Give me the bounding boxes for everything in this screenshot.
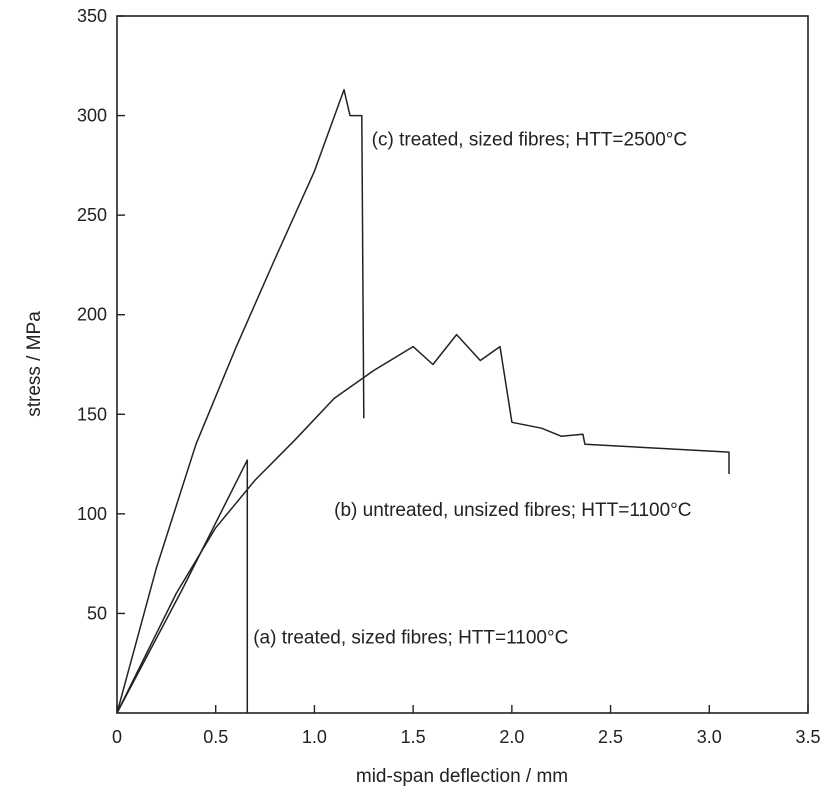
x-tick-label: 1.0: [302, 727, 327, 747]
y-tick-label: 250: [77, 205, 107, 225]
annotation-c: (c) treated, sized fibres; HTT=2500°C: [372, 129, 687, 150]
plot-frame: [116, 15, 809, 714]
x-tick-label: 0: [112, 727, 122, 747]
y-tick-label: 200: [77, 305, 107, 325]
annotation-b: (b) untreated, unsized fibres; HTT=1100°…: [334, 500, 691, 521]
y-tick-label: 150: [77, 404, 107, 424]
y-axis-ticks: 50 100 150 200 250 300 350: [77, 6, 125, 623]
annotation-a: (a) treated, sized fibres; HTT=1100°C: [253, 627, 568, 648]
x-tick-label: 2.5: [598, 727, 623, 747]
x-axis-ticks: 0 0.5 1.0 1.5 2.0 2.5 3.0 3.5: [112, 705, 821, 747]
y-tick-label: 300: [77, 106, 107, 126]
y-tick-label: 50: [87, 603, 107, 623]
series-layer: [116, 88, 730, 714]
series-a-line: [116, 459, 249, 714]
x-tick-label: 3.0: [697, 727, 722, 747]
x-axis-title: mid-span deflection / mm: [356, 766, 568, 787]
x-tick-label: 2.0: [499, 727, 524, 747]
x-tick-label: 3.5: [795, 727, 820, 747]
x-tick-label: 1.5: [401, 727, 426, 747]
x-tick-label: 0.5: [203, 727, 228, 747]
y-tick-label: 100: [77, 504, 107, 524]
annotation-layer: (c) treated, sized fibres; HTT=2500°C (b)…: [253, 129, 691, 648]
series-c-line: [116, 88, 365, 714]
y-tick-label: 350: [77, 6, 107, 26]
series-b-line: [116, 333, 730, 714]
y-axis-title: stress / MPa: [24, 311, 45, 417]
